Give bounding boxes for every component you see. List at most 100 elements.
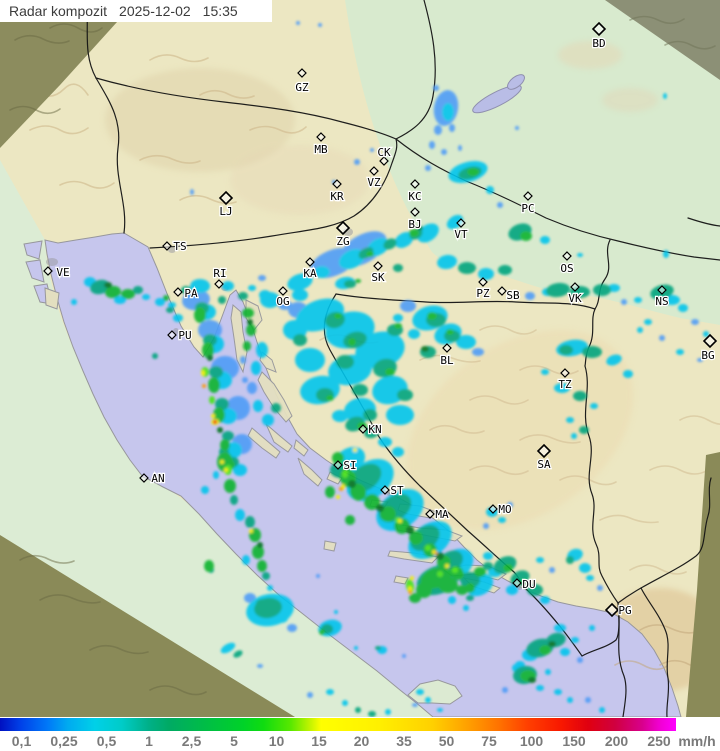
map-graphic bbox=[89, 644, 149, 655]
radar-cell bbox=[325, 486, 335, 498]
map-graphic bbox=[469, 395, 529, 405]
map-graphic bbox=[640, 587, 670, 717]
radar-cell bbox=[433, 85, 439, 91]
station-lj: LJ bbox=[218, 190, 234, 219]
legend-tick: 10 bbox=[268, 733, 285, 749]
map-graphic bbox=[558, 41, 622, 69]
radar-cell bbox=[218, 296, 226, 304]
map-graphic bbox=[664, 40, 716, 50]
radar-cell bbox=[348, 338, 356, 346]
lowland-pannonia bbox=[345, 0, 720, 325]
radar-cell bbox=[486, 186, 494, 194]
radar-cell bbox=[506, 585, 518, 595]
radar-cell bbox=[194, 307, 206, 323]
radar-cell bbox=[637, 327, 643, 333]
map-graphic bbox=[519, 365, 579, 376]
radar-cell bbox=[258, 275, 266, 281]
radar-cell bbox=[408, 329, 420, 339]
radar-cell bbox=[437, 254, 457, 270]
station-label: MB bbox=[314, 143, 328, 156]
radar-cell bbox=[434, 125, 442, 135]
radar-cell bbox=[441, 149, 447, 155]
legend-tick: 0,25 bbox=[50, 733, 78, 749]
station-vk: VK bbox=[567, 282, 583, 306]
map-graphic bbox=[149, 685, 207, 696]
radar-cell bbox=[503, 564, 513, 572]
radar-cell bbox=[448, 596, 456, 604]
station-si: SI bbox=[333, 458, 358, 473]
radar-cell bbox=[394, 323, 402, 329]
radar-cell bbox=[566, 417, 574, 423]
radar-cell bbox=[549, 567, 555, 573]
station-label: RI bbox=[213, 267, 226, 280]
radar-cell bbox=[386, 405, 414, 425]
station-label: BL bbox=[440, 354, 454, 367]
radar-cell bbox=[398, 519, 402, 523]
radar-cell bbox=[540, 596, 550, 604]
legend-tick: 5 bbox=[230, 733, 238, 749]
radar-cell bbox=[483, 562, 493, 570]
radar-cell bbox=[438, 577, 458, 593]
radar-cell bbox=[256, 342, 268, 358]
radar-cell bbox=[287, 624, 297, 632]
station-vt: VT bbox=[453, 218, 469, 242]
country-borders bbox=[85, 0, 720, 717]
radar-cell bbox=[173, 314, 183, 322]
station-diamond-icon bbox=[173, 287, 183, 297]
radar-cell bbox=[243, 341, 251, 351]
radar-cell bbox=[498, 265, 512, 275]
radar-cell bbox=[571, 433, 577, 439]
radar-cell bbox=[409, 229, 419, 237]
radar-cell bbox=[425, 697, 431, 703]
radar-cell bbox=[222, 431, 234, 441]
station-pz: PZ bbox=[475, 277, 491, 301]
radar-cell bbox=[406, 526, 414, 534]
station-diamond-icon bbox=[316, 132, 326, 142]
radar-cell bbox=[230, 495, 238, 505]
radar-cell bbox=[168, 302, 176, 308]
station-diamond-icon bbox=[278, 286, 288, 296]
radar-cell bbox=[507, 502, 513, 508]
radar-cell bbox=[233, 650, 243, 658]
radar-cell bbox=[634, 297, 642, 303]
station-diamond-icon bbox=[139, 473, 149, 483]
radar-cell bbox=[355, 707, 361, 713]
radar-cell bbox=[233, 464, 247, 476]
radar-cell bbox=[378, 437, 392, 447]
radar-cell bbox=[664, 295, 680, 305]
station-diamond-icon bbox=[410, 207, 420, 217]
station-diamond-icon bbox=[591, 21, 607, 37]
radar-cell bbox=[425, 545, 431, 551]
station-diamond-icon bbox=[410, 179, 420, 189]
station-diamond-icon bbox=[442, 343, 452, 353]
radar-cell bbox=[213, 420, 217, 424]
radar-cell bbox=[349, 483, 367, 501]
radar-cell bbox=[663, 93, 667, 99]
radar-cell bbox=[287, 273, 313, 291]
radar-cell bbox=[663, 250, 669, 258]
station-diamond-icon bbox=[560, 368, 570, 378]
radar-cell bbox=[393, 314, 403, 322]
radar-cell bbox=[363, 409, 377, 421]
station-ve: VE bbox=[43, 265, 71, 280]
radar-cell bbox=[202, 342, 214, 358]
station-kn: KN bbox=[358, 422, 383, 437]
map-graphic bbox=[14, 34, 70, 44]
station-bg: BG bbox=[700, 333, 718, 363]
radar-cell bbox=[348, 480, 356, 488]
radar-cell bbox=[249, 529, 253, 533]
radar-cell bbox=[226, 442, 242, 458]
radar-cell bbox=[590, 403, 598, 409]
map-graphic bbox=[39, 594, 101, 604]
radar-cell bbox=[355, 279, 361, 283]
obs-time: 15:35 bbox=[202, 3, 238, 19]
radar-cell bbox=[318, 23, 322, 27]
map-graphic bbox=[95, 77, 126, 234]
map-graphic bbox=[469, 465, 529, 476]
radar-cell bbox=[376, 504, 384, 512]
station-pu: PU bbox=[167, 328, 193, 343]
station-zg: ZG bbox=[335, 220, 351, 249]
station-label: SI bbox=[343, 459, 356, 472]
radar-cell bbox=[434, 551, 438, 555]
map-graphic bbox=[406, 330, 634, 530]
